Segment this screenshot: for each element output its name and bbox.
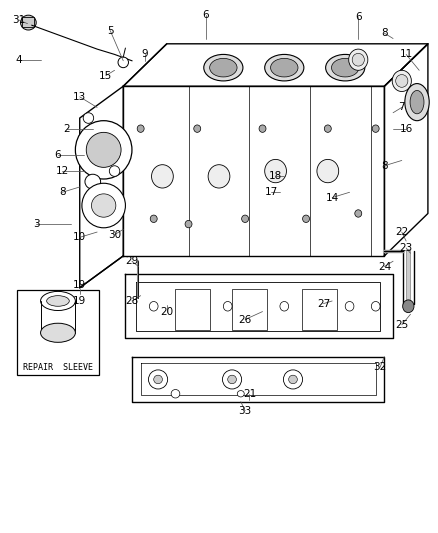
Text: 24: 24 — [378, 262, 391, 271]
Ellipse shape — [237, 391, 244, 397]
Ellipse shape — [303, 215, 310, 222]
Ellipse shape — [352, 53, 364, 66]
Ellipse shape — [41, 323, 75, 342]
Ellipse shape — [194, 125, 201, 132]
Ellipse shape — [396, 75, 408, 87]
Ellipse shape — [185, 220, 192, 228]
Text: 19: 19 — [73, 296, 86, 306]
Text: 4: 4 — [15, 55, 22, 64]
Ellipse shape — [355, 210, 362, 217]
Ellipse shape — [325, 54, 365, 81]
Bar — [302, 289, 336, 330]
Ellipse shape — [21, 15, 36, 30]
Text: 13: 13 — [73, 92, 86, 102]
Text: 3: 3 — [33, 219, 39, 229]
Ellipse shape — [171, 390, 180, 398]
Text: 9: 9 — [142, 50, 148, 59]
Text: 6: 6 — [355, 12, 362, 22]
Text: 20: 20 — [160, 306, 173, 317]
Text: 12: 12 — [56, 166, 69, 176]
Ellipse shape — [265, 54, 304, 81]
Ellipse shape — [372, 125, 379, 132]
Ellipse shape — [242, 215, 249, 222]
Text: 25: 25 — [395, 320, 408, 330]
Text: 32: 32 — [374, 362, 387, 372]
Bar — [232, 289, 267, 330]
Text: 8: 8 — [381, 161, 388, 171]
Text: 26: 26 — [238, 314, 252, 325]
Text: 8: 8 — [59, 187, 66, 197]
Ellipse shape — [405, 84, 429, 120]
Ellipse shape — [283, 370, 303, 389]
Text: 23: 23 — [399, 243, 413, 253]
Ellipse shape — [110, 166, 120, 176]
Text: REPAIR  SLEEVE: REPAIR SLEEVE — [23, 364, 93, 372]
Ellipse shape — [47, 296, 69, 306]
Ellipse shape — [317, 159, 339, 183]
Ellipse shape — [41, 292, 75, 311]
Ellipse shape — [118, 57, 128, 68]
Ellipse shape — [280, 302, 289, 311]
Text: 15: 15 — [99, 70, 113, 80]
Text: 2: 2 — [64, 124, 70, 134]
Text: 28: 28 — [125, 296, 138, 306]
Ellipse shape — [349, 49, 368, 70]
Text: 33: 33 — [238, 406, 252, 416]
Ellipse shape — [228, 375, 237, 384]
Ellipse shape — [137, 125, 144, 132]
Ellipse shape — [150, 215, 157, 222]
Ellipse shape — [83, 113, 94, 123]
Ellipse shape — [271, 59, 298, 77]
Text: 22: 22 — [395, 227, 408, 237]
Ellipse shape — [324, 125, 331, 132]
Ellipse shape — [82, 183, 125, 228]
Ellipse shape — [265, 159, 286, 183]
Text: 11: 11 — [399, 50, 413, 59]
Bar — [17, 290, 99, 375]
Ellipse shape — [392, 70, 411, 92]
Text: 16: 16 — [399, 124, 413, 134]
Text: 19: 19 — [73, 280, 86, 290]
Bar — [22, 17, 35, 27]
Ellipse shape — [208, 165, 230, 188]
Ellipse shape — [345, 302, 354, 311]
Ellipse shape — [289, 375, 297, 384]
Ellipse shape — [204, 54, 243, 81]
Ellipse shape — [154, 375, 162, 384]
Ellipse shape — [152, 165, 173, 188]
Ellipse shape — [210, 59, 237, 77]
Ellipse shape — [85, 174, 101, 189]
Text: 30: 30 — [108, 230, 121, 240]
Text: 6: 6 — [203, 10, 209, 20]
Text: 10: 10 — [73, 232, 86, 243]
Text: 27: 27 — [317, 298, 330, 309]
Ellipse shape — [410, 91, 424, 114]
Text: 14: 14 — [325, 192, 339, 203]
Text: 17: 17 — [265, 187, 278, 197]
Ellipse shape — [259, 125, 266, 132]
Text: 18: 18 — [269, 172, 282, 181]
Bar — [176, 289, 210, 330]
Text: 5: 5 — [107, 26, 113, 36]
Ellipse shape — [149, 302, 158, 311]
Text: 31: 31 — [12, 15, 25, 25]
Text: 6: 6 — [55, 150, 61, 160]
Ellipse shape — [403, 300, 414, 313]
Text: 29: 29 — [125, 256, 138, 266]
Ellipse shape — [75, 120, 132, 179]
Text: 21: 21 — [243, 389, 256, 399]
Ellipse shape — [148, 370, 168, 389]
Text: 7: 7 — [399, 102, 405, 112]
Ellipse shape — [86, 132, 121, 167]
Text: 8: 8 — [381, 28, 388, 38]
Ellipse shape — [371, 302, 380, 311]
Ellipse shape — [332, 59, 359, 77]
Ellipse shape — [223, 370, 242, 389]
Ellipse shape — [223, 302, 232, 311]
Ellipse shape — [92, 194, 116, 217]
